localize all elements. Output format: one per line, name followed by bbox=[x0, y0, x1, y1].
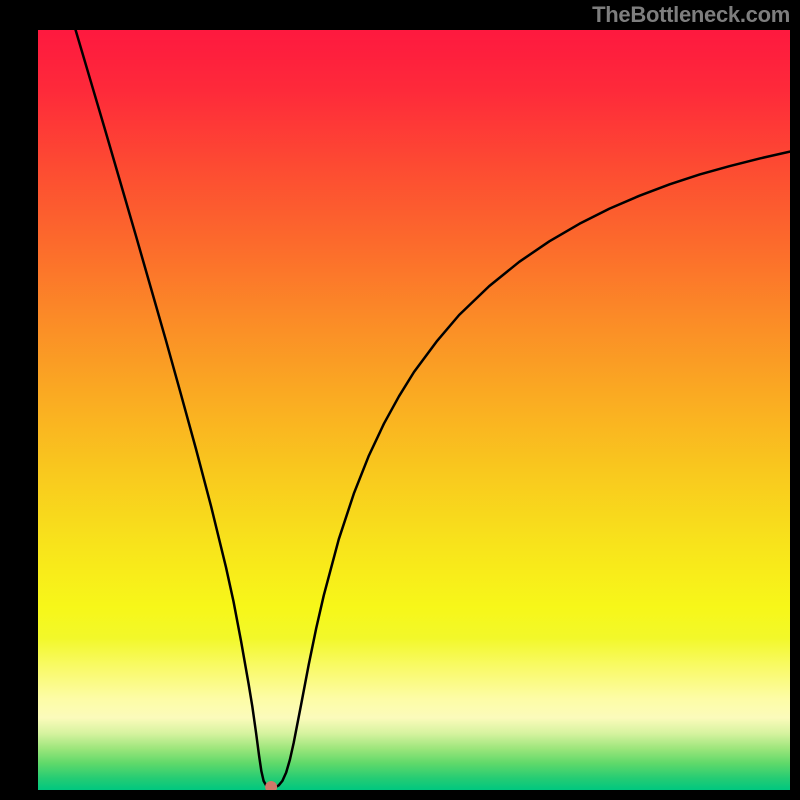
watermark-label: TheBottleneck.com bbox=[592, 2, 790, 28]
gradient-background bbox=[38, 30, 790, 790]
chart-container: TheBottleneck.com bbox=[0, 0, 800, 800]
plot-area bbox=[38, 30, 790, 790]
chart-svg bbox=[38, 30, 790, 790]
